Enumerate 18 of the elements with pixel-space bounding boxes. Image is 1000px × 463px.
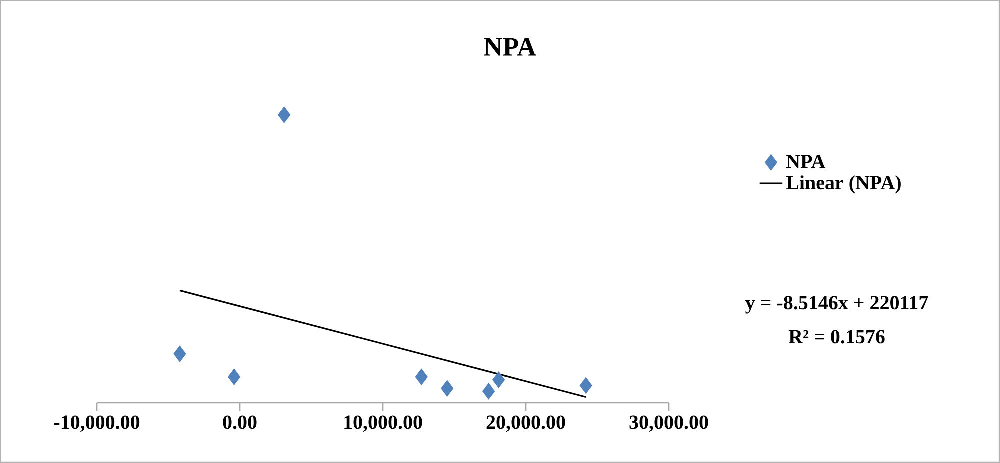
point [482,383,496,400]
x-tick-label: 10,000.00 [344,416,422,432]
legend-label: Linear (NPA) [786,176,901,194]
point [228,368,241,386]
text: R² = 0.1576 [788,330,885,344]
chart-title: NPA [484,38,536,56]
point [174,346,186,362]
x-tick-label: 0.00 [223,416,257,430]
point [492,372,506,388]
point [441,380,454,397]
point [278,106,291,124]
x-tick-label: -10,000.00 [54,416,140,432]
point [580,377,592,394]
text: y = -8.5146x + 220117 [746,296,928,314]
legend-label: NPA [786,155,826,168]
point [415,368,428,386]
x-tick-label: 30,000.00 [630,416,708,432]
x-tick-label: 20,000.00 [486,416,566,432]
